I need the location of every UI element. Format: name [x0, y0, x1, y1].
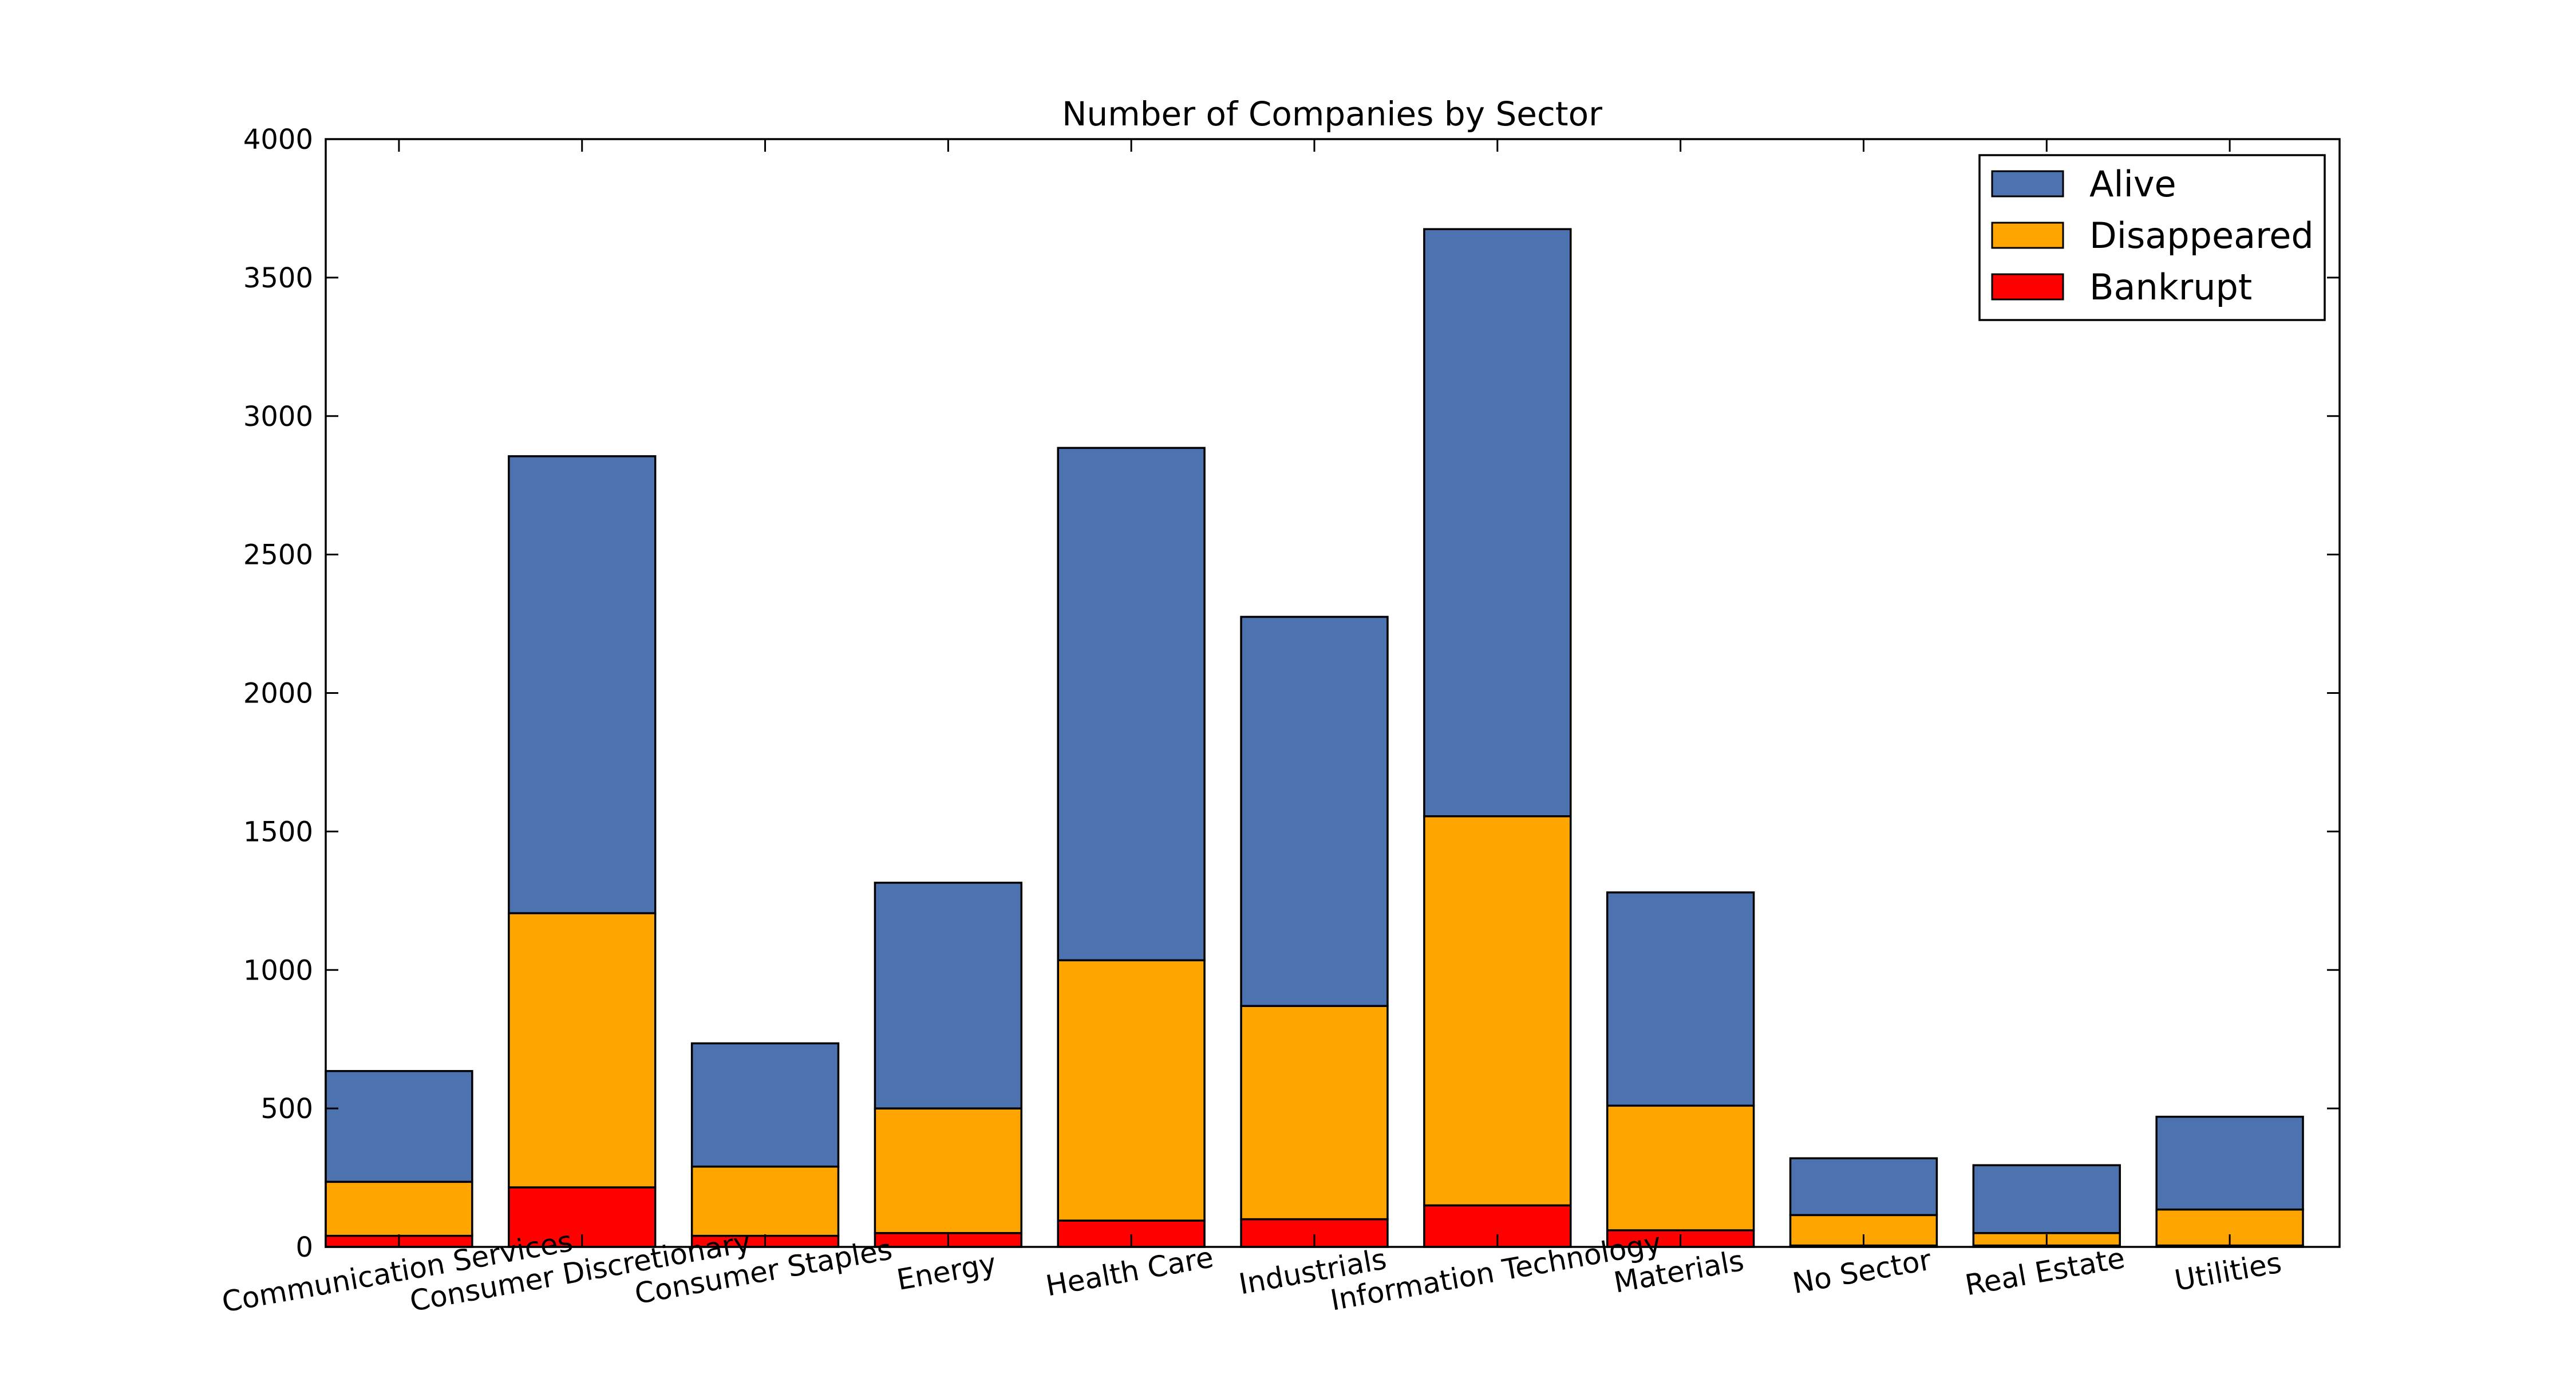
y-tick-label: 1500 [243, 816, 313, 848]
y-tick-label: 4000 [243, 124, 313, 156]
bar-alive-5 [1057, 447, 1206, 962]
bar-alive-3 [690, 1042, 840, 1168]
x-tick-label: No Sector [1790, 1243, 1934, 1300]
y-tick-label: 0 [295, 1231, 313, 1264]
bar-alive-6 [1240, 615, 1389, 1007]
legend-label-bankrupt: Bankrupt [2089, 266, 2252, 308]
bar-alive-4 [874, 882, 1023, 1110]
bar-disappeared-7 [1423, 815, 1572, 1207]
bar-disappeared-4 [874, 1107, 1023, 1234]
legend: Alive Disappeared Bankrupt [1978, 154, 2326, 321]
x-tick-label: Health Care [1044, 1241, 1216, 1302]
y-tick-label: 1000 [243, 954, 313, 986]
bar-alive-1 [325, 1070, 473, 1183]
bar-alive-10 [1972, 1164, 2121, 1234]
bar-alive-11 [2155, 1115, 2304, 1211]
legend-swatch-bankrupt [1991, 273, 2064, 301]
bar-disappeared-5 [1057, 959, 1206, 1222]
legend-label-disappeared: Disappeared [2089, 215, 2314, 256]
y-tick-label: 3000 [243, 401, 313, 433]
bar-disappeared-8 [1606, 1104, 1755, 1231]
bar-disappeared-2 [508, 912, 657, 1189]
y-tick-label: 2000 [243, 678, 313, 710]
bar-alive-7 [1423, 228, 1572, 818]
x-tick-label: Utilities [2172, 1246, 2283, 1297]
legend-swatch-alive [1991, 170, 2064, 198]
bar-alive-9 [1789, 1157, 1938, 1217]
bar-disappeared-1 [325, 1180, 473, 1237]
y-tick-label: 500 [260, 1093, 313, 1125]
x-tick-label: Energy [894, 1246, 998, 1297]
x-tick-label: Real Estate [1962, 1241, 2127, 1302]
bar-alive-2 [508, 455, 657, 914]
bar-alive-8 [1606, 891, 1755, 1107]
bar-disappeared-3 [690, 1165, 840, 1237]
chart-title: Number of Companies by Sector [1062, 94, 1602, 133]
bars-group [325, 228, 2304, 1248]
bar-disappeared-6 [1240, 1005, 1389, 1221]
legend-label-alive: Alive [2089, 163, 2176, 205]
y-tick-label: 3500 [243, 262, 313, 294]
y-tick-label: 2500 [243, 539, 313, 571]
legend-swatch-disappeared [1991, 222, 2064, 249]
